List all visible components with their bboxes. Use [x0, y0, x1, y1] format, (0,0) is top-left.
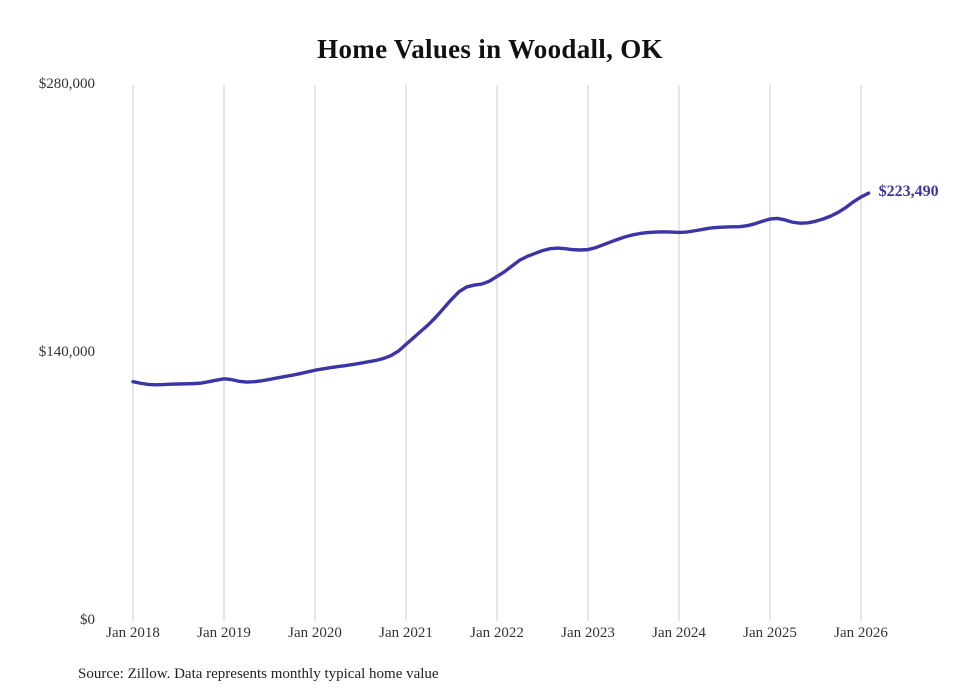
x-tick-jan-2022: Jan 2022 — [470, 625, 524, 641]
y-tick-140000: $140,000 — [38, 344, 95, 360]
end-value-label: $223,490 — [878, 183, 939, 201]
source-note: Source: Zillow. Data represents monthly … — [78, 666, 439, 682]
x-tick-jan-2021: Jan 2021 — [379, 625, 433, 641]
x-tick-jan-2025: Jan 2025 — [743, 625, 797, 641]
x-tick-jan-2024: Jan 2024 — [652, 625, 706, 641]
x-tick-jan-2018: Jan 2018 — [106, 625, 160, 641]
y-tick-0: $0 — [80, 612, 95, 628]
chart-title: Home Values in Woodall, OK — [317, 34, 663, 64]
x-tick-jan-2019: Jan 2019 — [197, 625, 251, 641]
x-tick-jan-2026: Jan 2026 — [834, 625, 888, 641]
y-tick-280000: $280,000 — [38, 76, 95, 92]
x-tick-jan-2023: Jan 2023 — [561, 625, 615, 641]
x-tick-jan-2020: Jan 2020 — [288, 625, 342, 641]
home-value-series-line — [131, 191, 871, 387]
